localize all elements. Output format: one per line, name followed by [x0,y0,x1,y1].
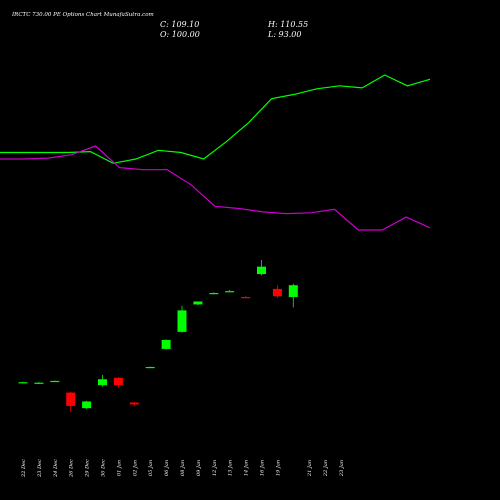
x-tick-label: 24 Dec [53,459,59,478]
candle-body [193,301,203,305]
x-tick-label: 13 Jan [228,460,234,476]
candle-body [82,401,92,409]
open-readout: O: 100.00 [160,30,200,39]
high-readout: H: 110.55 [267,20,308,29]
x-tick-label: 21 Jan [307,460,313,477]
candle-body [161,340,171,349]
candle-08-jan [177,305,187,333]
chart-title: IRCTC 730.00 PE Options Chart MunafaSutr… [11,12,154,18]
x-tick-label: 06 Jan [164,460,170,476]
candle-16-jan [257,260,266,276]
x-tick-label: 29 Dec [85,459,91,478]
candles [18,260,298,412]
candle-body [66,392,76,406]
x-tick-label: 22 Jan [323,460,329,477]
x-tick-label: 05 Jan [148,460,154,476]
candle-26-dec [66,391,76,412]
x-tick-label: 02 Jan [132,460,138,476]
candle-body [177,310,187,332]
candle-22-dec [18,381,28,384]
candle-body [129,402,139,405]
overlay-line-1 [0,74,431,164]
x-tick-label: 08 Jan [180,460,186,476]
candle-body [18,382,28,384]
x-tick-label: 12 Jan [212,460,218,476]
candle-body [113,377,123,386]
x-tick-label: 19 Jan [275,460,281,476]
candle-01-jan [113,377,123,388]
candle-body [209,293,219,295]
candle-12-jan [209,292,219,295]
candle-body [257,266,266,275]
candle-29-dec [82,400,92,409]
candle-body [34,382,44,384]
x-tick-label: 22 Dec [21,459,27,478]
overlay-lines [0,74,431,231]
candle-06-jan [161,339,171,350]
candle-24-dec [50,380,60,383]
candle-body [241,297,251,299]
x-tick-label: 01 Jan [116,460,122,476]
candle-body [272,288,282,297]
low-readout: L: 93.00 [267,30,301,39]
candle-23-dec [34,382,44,384]
candle-14-jan [241,296,251,299]
x-tick-label: 09 Jan [196,460,202,476]
candle-body [288,285,298,298]
candle-05-jan [145,366,155,369]
candle-02-jan [129,402,139,407]
candle-09-jan [193,301,203,306]
candle-body [225,291,235,293]
overlay-line-2 [0,145,431,231]
candle-13-jan [225,289,235,293]
close-readout: C: 109.10 [160,20,199,29]
x-tick-label: 16 Jan [260,460,266,476]
candle-20-jan [288,283,298,308]
candle-body [50,380,60,383]
x-tick-label: 23 Jan [339,460,345,477]
x-tick-label: 30 Dec [101,459,107,477]
candle-30-dec [98,374,107,387]
candle-19-jan [272,285,282,298]
candle-body [98,379,107,386]
x-tick-label: 23 Dec [37,459,43,478]
x-tick-label: 26 Dec [69,459,75,478]
x-axis-labels: 22 Dec 23 Dec 24 Dec 26 Dec 29 Dec 30 Dec 01 J… [21,459,345,478]
candle-body [145,366,155,369]
x-tick-label: 14 Jan [244,460,250,476]
